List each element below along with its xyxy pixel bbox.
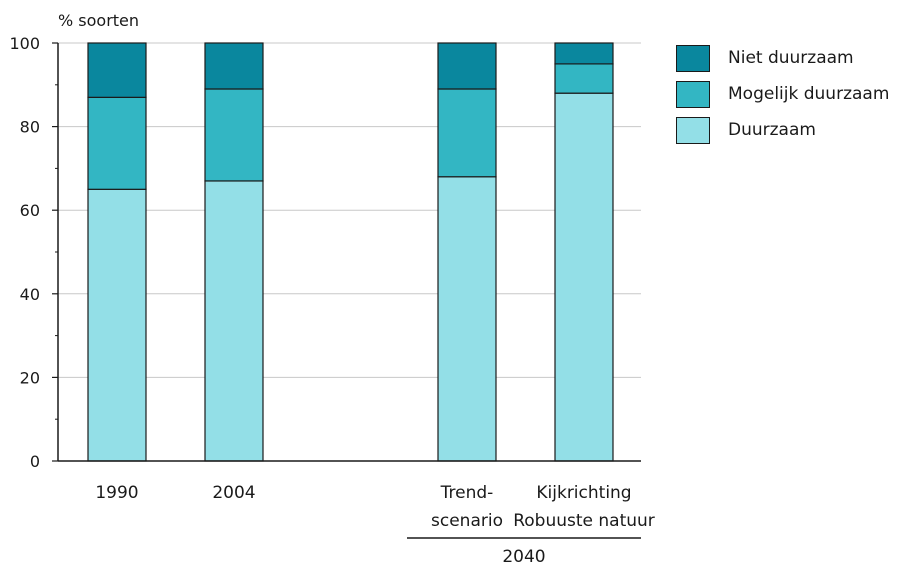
legend-swatch xyxy=(676,44,710,72)
legend-label: Niet duurzaam xyxy=(728,48,854,68)
legend-label: Mogelijk duurzaam xyxy=(728,84,890,104)
bar-segment-mogelijk-duurzaam-3 xyxy=(554,63,614,94)
x-category-label-0: 1990 xyxy=(95,483,138,503)
y-tick-label-40: 40 xyxy=(20,285,40,304)
y-tick-label-20: 20 xyxy=(20,368,40,387)
bar-segment-duurzaam-3 xyxy=(554,92,614,462)
axes: 0 20 40 60 80 100 xyxy=(9,34,641,471)
legend-swatch xyxy=(676,80,710,108)
y-tick-label-80: 80 xyxy=(20,118,40,137)
legend-item: Duurzaam xyxy=(676,112,889,148)
group-label-2040: 2040 xyxy=(502,547,545,566)
bar-segment-niet-duurzaam-2 xyxy=(437,42,497,90)
legend-item: Niet duurzaam xyxy=(676,40,889,76)
legend-swatch xyxy=(676,116,710,144)
bar-segment-mogelijk-duurzaam-1 xyxy=(204,88,264,182)
bar-segment-mogelijk-duurzaam-2 xyxy=(437,88,497,178)
bars xyxy=(87,42,614,462)
bar-segment-duurzaam-1 xyxy=(204,180,264,462)
legend: Niet duurzaam Mogelijk duurzaam Duurzaam xyxy=(676,40,889,148)
legend-item: Mogelijk duurzaam xyxy=(676,76,889,112)
category-labels: 1990 2004 Trend-scenario Kijkrichting Robuus… xyxy=(95,483,654,531)
bar-segment-niet-duurzaam-3 xyxy=(554,42,614,65)
bar-segment-niet-duurzaam-1 xyxy=(204,42,264,90)
x-category-label-line2-3: Robuuste natuur xyxy=(513,511,655,531)
x-category-label-2: Trend- xyxy=(440,483,494,503)
legend-label: Duurzaam xyxy=(728,120,816,140)
x-category-label-1: 2004 xyxy=(212,483,255,503)
gridlines xyxy=(58,42,641,378)
bar-segment-niet-duurzaam-0 xyxy=(87,42,147,98)
y-axis-label: % soorten xyxy=(58,11,139,30)
x-category-label-3: Kijkrichting xyxy=(536,483,631,503)
x-category-label-line2-2: scenario xyxy=(431,511,503,531)
bar-segment-duurzaam-2 xyxy=(437,176,497,462)
y-tick-label-100: 100 xyxy=(9,34,40,53)
y-tick-label-0: 0 xyxy=(30,452,40,471)
bar-segment-duurzaam-0 xyxy=(87,188,147,462)
bar-segment-mogelijk-duurzaam-0 xyxy=(87,96,147,190)
y-tick-label-60: 60 xyxy=(20,201,40,220)
